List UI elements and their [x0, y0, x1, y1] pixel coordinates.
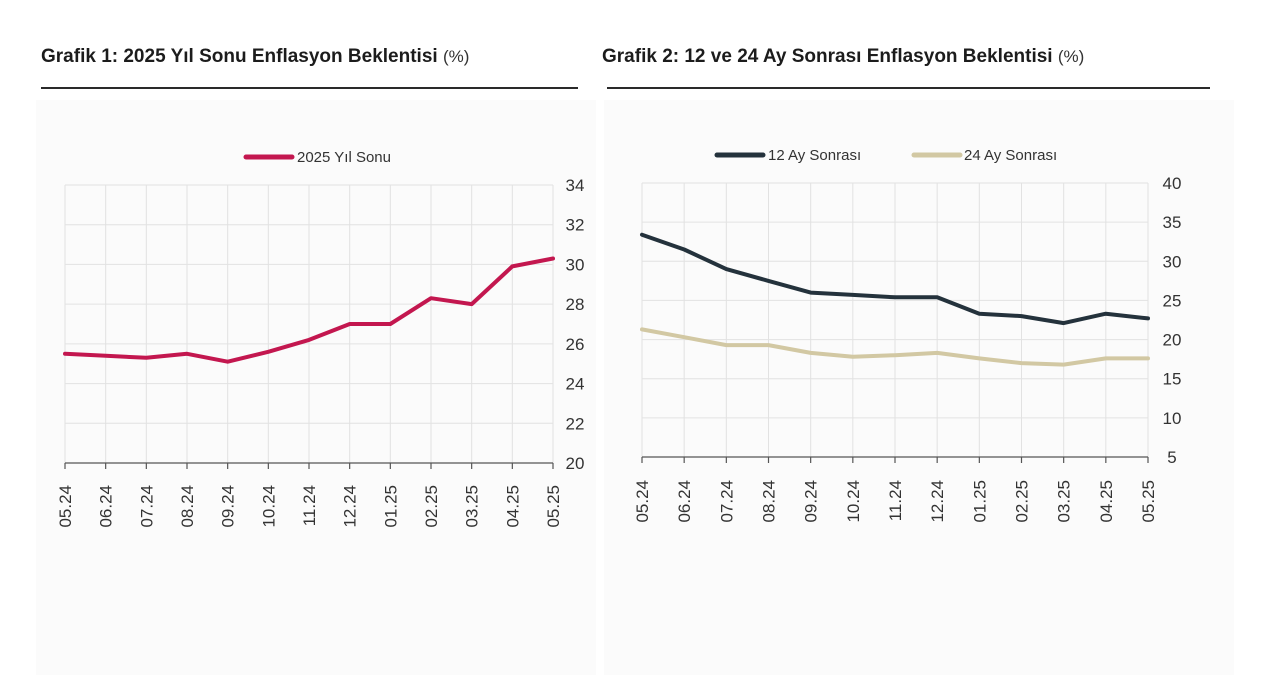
chart-2-ytick-label: 30 [1163, 252, 1182, 271]
chart-1-xtick-label: 04.25 [503, 485, 522, 528]
chart-1-ytick-label: 32 [566, 216, 585, 235]
chart-2-legend-label-1: 12 Ay Sonrası [768, 147, 861, 164]
chart-2-ytick-label: 5 [1167, 448, 1176, 467]
chart-1-ytick-label: 30 [566, 255, 585, 274]
chart-1-background [36, 100, 596, 675]
chart-2-xtick-label: 11.24 [886, 480, 905, 521]
chart-2-xtick-label: 02.25 [1013, 480, 1032, 523]
chart-1-xtick-label: 10.24 [259, 485, 278, 528]
chart-1-series-1-line [63, 256, 555, 364]
chart-2-xtick-label: 05.25 [1139, 480, 1158, 523]
chart-2-title-unit: (%) [1057, 47, 1085, 66]
chart-1-xtick-label: 08.24 [178, 485, 197, 528]
chart-1-ytick-label: 24 [566, 375, 585, 394]
chart-2-title: Grafik 2: 12 ve 24 Ay Sonrası Enflasyon … [602, 46, 1084, 68]
chart-2-xtick-label: 01.25 [970, 480, 989, 523]
chart-1-ytick-label: 22 [566, 414, 585, 433]
chart-1-title: Grafik 1: 2025 Yıl Sonu Enflasyon Beklen… [41, 46, 469, 68]
chart-2-ytick-label: 40 [1163, 174, 1182, 193]
chart-1-xtick-label: 03.25 [463, 485, 482, 528]
chart-2-xtick-label: 10.24 [844, 480, 863, 523]
chart-1-xtick-label: 05.25 [544, 485, 563, 528]
chart-1-xtick-label: 07.24 [137, 485, 156, 528]
chart-2-xtick-label: 09.24 [802, 480, 821, 523]
chart-2-title-rule [607, 87, 1210, 89]
chart-2-xtick-label: 05.24 [633, 480, 652, 523]
chart-2-xtick-label: 07.24 [717, 480, 736, 523]
chart-2-ytick-label: 10 [1163, 409, 1182, 428]
chart-2-legend-label-2: 24 Ay Sonrası [964, 147, 1057, 164]
chart-1-xtick-label: 06.24 [97, 485, 116, 528]
chart-1-xtick-label: 09.24 [219, 485, 238, 528]
chart-2-ytick-label: 35 [1163, 213, 1182, 232]
chart-1-legend-label-1: 2025 Yıl Sonu [297, 149, 391, 166]
chart-1-ytick-label: 26 [566, 335, 585, 354]
chart-1-xtick-label: 01.25 [381, 485, 400, 528]
chart-2-background [604, 100, 1234, 675]
chart-2-title-text: Grafik 2: 12 ve 24 Ay Sonrası Enflasyon … [602, 46, 1053, 67]
chart-1-title-text: Grafik 1: 2025 Yıl Sonu Enflasyon Beklen… [41, 46, 438, 67]
chart-2-ytick-label: 20 [1163, 331, 1182, 350]
chart-2-xtick-label: 06.24 [675, 480, 694, 523]
chart-1-title-unit: (%) [442, 47, 470, 66]
chart-1-ytick-label: 28 [566, 295, 585, 314]
chart-2-xtick-label: 12.24 [928, 480, 947, 523]
chart-2-series-1-line [640, 232, 1150, 326]
chart-1-ytick-label: 20 [566, 454, 585, 473]
chart-2-xtick-label: 03.25 [1055, 480, 1074, 523]
chart-2-ytick-label: 25 [1163, 291, 1182, 310]
chart-1-xtick-label: 11.24 [300, 485, 319, 526]
chart-1-xtick-label: 02.25 [422, 485, 441, 528]
chart-1-title-rule [41, 87, 578, 89]
chart-2-xtick-label: 08.24 [760, 480, 779, 523]
chart-1-xtick-label: 12.24 [341, 485, 360, 528]
chart-2-ytick-label: 15 [1163, 370, 1182, 389]
chart-2-xtick-label: 04.25 [1097, 480, 1116, 523]
chart-2-series-2-line [640, 327, 1150, 367]
chart-1-ytick-label: 34 [566, 176, 585, 195]
chart-1-xtick-label: 05.24 [56, 485, 75, 528]
